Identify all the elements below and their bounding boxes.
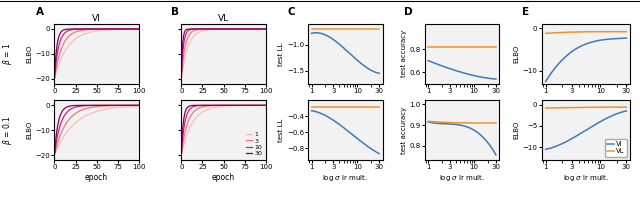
Y-axis label: ELBO: ELBO [27, 121, 33, 139]
Text: $\beta$ = 1: $\beta$ = 1 [1, 43, 14, 65]
X-axis label: log $\sigma$ lr mult.: log $\sigma$ lr mult. [439, 173, 485, 183]
Y-axis label: test accuracy: test accuracy [401, 107, 406, 154]
Text: C: C [287, 7, 295, 17]
X-axis label: log $\sigma$ lr mult.: log $\sigma$ lr mult. [323, 173, 369, 183]
Y-axis label: ELBO: ELBO [514, 121, 520, 139]
Text: A: A [36, 7, 44, 17]
Y-axis label: test LL: test LL [278, 118, 284, 142]
X-axis label: log $\sigma$ lr mult.: log $\sigma$ lr mult. [563, 173, 609, 183]
X-axis label: epoch: epoch [85, 173, 108, 182]
Y-axis label: test accuracy: test accuracy [401, 30, 406, 77]
Text: B: B [171, 7, 179, 17]
Y-axis label: test LL: test LL [278, 42, 284, 66]
Y-axis label: ELBO: ELBO [514, 45, 520, 63]
Text: D: D [404, 7, 413, 17]
Title: VI: VI [92, 14, 101, 23]
Legend: 1, 3, 10, 30: 1, 3, 10, 30 [244, 129, 264, 159]
X-axis label: epoch: epoch [212, 173, 235, 182]
Text: E: E [522, 7, 529, 17]
Title: VL: VL [218, 14, 229, 23]
Text: $\beta$ = 0.1: $\beta$ = 0.1 [1, 115, 14, 145]
Legend: VI, VL: VI, VL [605, 139, 627, 157]
Y-axis label: ELBO: ELBO [27, 45, 33, 63]
